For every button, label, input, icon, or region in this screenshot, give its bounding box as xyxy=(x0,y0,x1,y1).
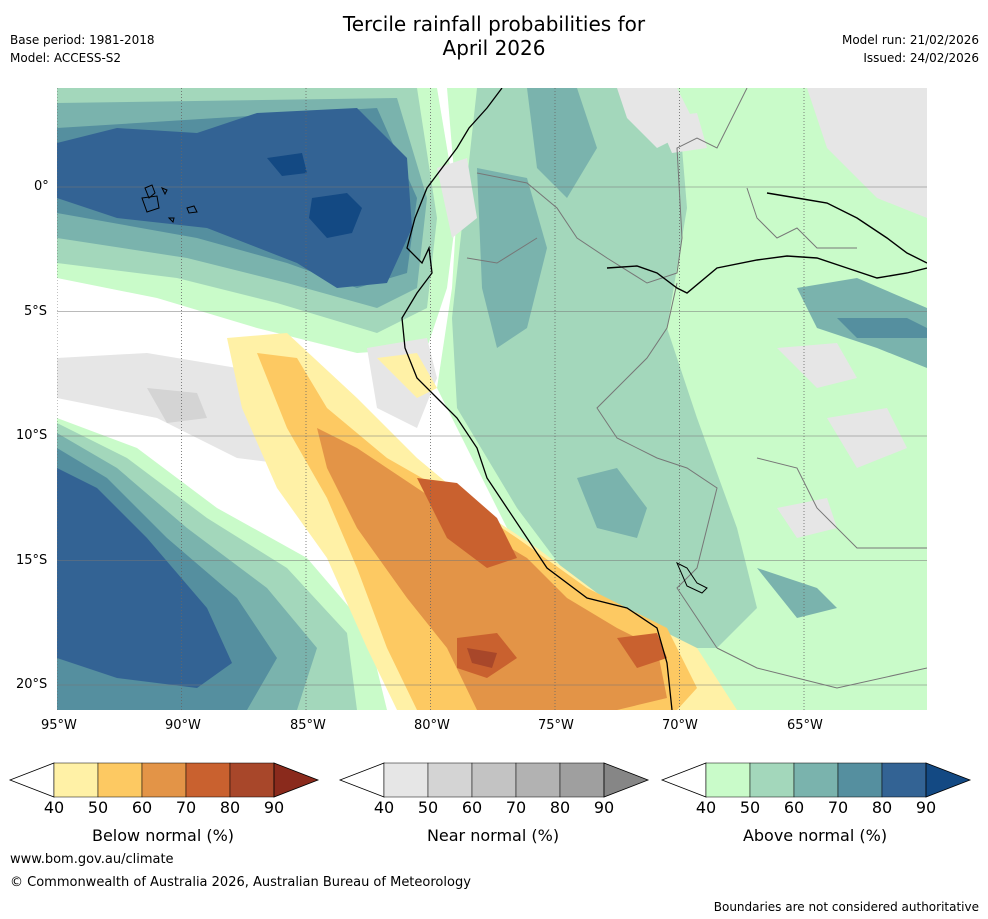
probability-map xyxy=(57,88,927,710)
below-swatch xyxy=(141,762,187,798)
lat-label-5s: 5°S xyxy=(24,304,48,319)
copyright-text: © Commonwealth of Australia 2026, Austra… xyxy=(10,875,471,890)
below-normal-region xyxy=(227,333,737,710)
below-tick-label: 80 xyxy=(220,798,240,817)
galapagos-islands xyxy=(141,184,198,223)
lat-label-10s: 10°S xyxy=(16,428,48,443)
lon-label-65w: 65°W xyxy=(787,718,823,733)
above-extend-high xyxy=(925,762,972,798)
below-swatch xyxy=(53,762,99,798)
near-tick-label: 50 xyxy=(418,798,438,817)
lat-label-0: 0° xyxy=(34,179,49,194)
colorbar-below-normal: 40 50 60 70 80 90 xyxy=(8,762,320,817)
lake-titicaca xyxy=(675,561,708,594)
below-swatch xyxy=(185,762,231,798)
page-title: Tercile rainfall probabilities for April… xyxy=(294,12,694,60)
below-normal-label: Below normal (%) xyxy=(91,826,235,845)
above-tick-label: 80 xyxy=(872,798,892,817)
lon-label-70w: 70°W xyxy=(662,718,698,733)
below-tick-label: 90 xyxy=(264,798,284,817)
near-swatch xyxy=(427,762,473,798)
issued-date: Issued: 24/02/2026 xyxy=(863,51,979,65)
near-swatch xyxy=(471,762,517,798)
near-extend-low xyxy=(338,762,385,798)
lon-label-90w: 90°W xyxy=(165,718,201,733)
near-normal-label: Near normal (%) xyxy=(426,826,560,845)
above-normal-region-southwest xyxy=(57,418,387,710)
above-swatch xyxy=(881,762,927,798)
title-line-2: April 2026 xyxy=(442,36,546,60)
above-swatch xyxy=(793,762,839,798)
above-normal-region-land xyxy=(437,88,927,710)
coastline xyxy=(401,88,673,710)
above-normal-region-north xyxy=(57,88,457,353)
near-tick-label: 70 xyxy=(506,798,526,817)
lon-label-85w: 85°W xyxy=(290,718,326,733)
below-extend-low xyxy=(8,762,55,798)
near-swatch xyxy=(559,762,605,798)
website-link[interactable]: www.bom.gov.au/climate xyxy=(10,852,174,867)
near-tick-label: 40 xyxy=(374,798,394,817)
near-tick-label: 80 xyxy=(550,798,570,817)
colorbar-above-normal: 40 50 60 70 80 90 xyxy=(660,762,972,817)
colorbars: 40 50 60 70 80 90 40 50 60 70 80 90 40 50 60 70 80 90 xyxy=(8,762,972,817)
above-swatch xyxy=(749,762,795,798)
base-period: Base period: 1981-2018 xyxy=(10,33,155,47)
below-swatch xyxy=(97,762,143,798)
colorbar-near-normal: 40 50 60 70 80 90 xyxy=(338,762,650,817)
model-run: Model run: 21/02/2026 xyxy=(841,33,979,47)
near-swatch xyxy=(515,762,561,798)
above-tick-label: 90 xyxy=(916,798,936,817)
above-tick-label: 40 xyxy=(696,798,716,817)
above-tick-label: 70 xyxy=(828,798,848,817)
above-swatch xyxy=(837,762,883,798)
above-normal-label: Above normal (%) xyxy=(742,826,888,845)
below-swatch xyxy=(229,762,275,798)
boundaries-disclaimer: Boundaries are not considered authoritat… xyxy=(713,900,979,914)
below-extend-high xyxy=(273,762,320,798)
below-tick-label: 60 xyxy=(132,798,152,817)
lon-label-80w: 80°W xyxy=(414,718,450,733)
latitude-gridlines xyxy=(57,186,927,686)
near-tick-label: 60 xyxy=(462,798,482,817)
below-tick-label: 70 xyxy=(176,798,196,817)
above-extend-low xyxy=(660,762,707,798)
near-swatch xyxy=(383,762,429,798)
lon-label-95w: 95°W xyxy=(41,718,77,733)
below-tick-label: 40 xyxy=(44,798,64,817)
near-tick-label: 90 xyxy=(594,798,614,817)
below-tick-label: 50 xyxy=(88,798,108,817)
above-tick-label: 50 xyxy=(740,798,760,817)
title-line-1: Tercile rainfall probabilities for xyxy=(342,12,646,36)
above-swatch xyxy=(705,762,751,798)
near-extend-high xyxy=(603,762,650,798)
model-name: Model: ACCESS-S2 xyxy=(10,51,122,65)
country-borders xyxy=(466,88,927,689)
lat-label-20s: 20°S xyxy=(16,677,48,692)
lat-label-15s: 15°S xyxy=(16,553,48,568)
amazon-river xyxy=(606,192,927,294)
lon-label-75w: 75°W xyxy=(538,718,574,733)
above-tick-label: 60 xyxy=(784,798,804,817)
